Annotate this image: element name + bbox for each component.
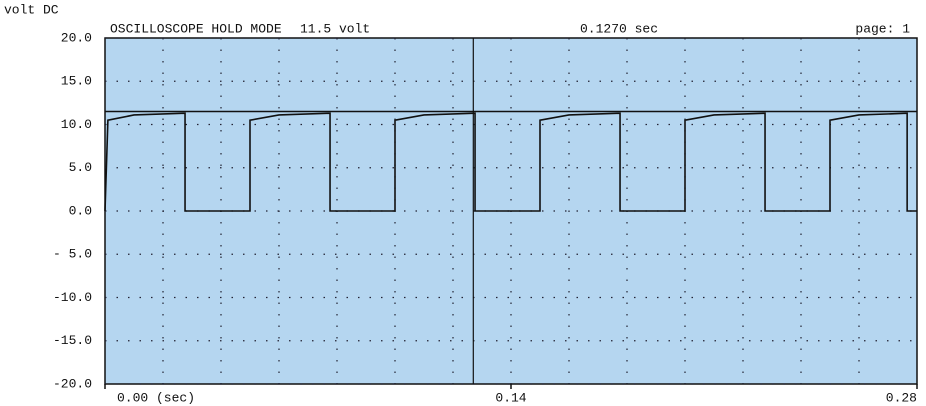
y-tick-label: -20.0: [53, 376, 92, 391]
y-tick-label: -10.0: [53, 290, 92, 305]
waveform: [104, 112, 917, 212]
y-tick-label: 5.0: [69, 160, 92, 175]
cursor-voltage: 11.5 volt: [300, 21, 370, 36]
y-tick-label: 20.0: [61, 30, 92, 45]
y-tick-label: 10.0: [61, 117, 92, 132]
y-tick-label: - 5.0: [53, 247, 92, 262]
page-label: page: 1: [855, 21, 910, 36]
x-tick-label: 0.28: [886, 390, 917, 405]
y-tick-label: 15.0: [61, 74, 92, 89]
x-tick-label: 0.14: [495, 390, 526, 405]
y-tick-label: 0.0: [69, 203, 92, 218]
y-axis-label: volt DC: [4, 2, 59, 17]
cursor-time: 0.1270 sec: [580, 21, 658, 36]
mode-title: OSCILLOSCOPE HOLD MODE: [110, 21, 282, 36]
x-tick-label: 0.00 (sec): [117, 390, 195, 405]
y-tick-label: -15.0: [53, 333, 92, 348]
